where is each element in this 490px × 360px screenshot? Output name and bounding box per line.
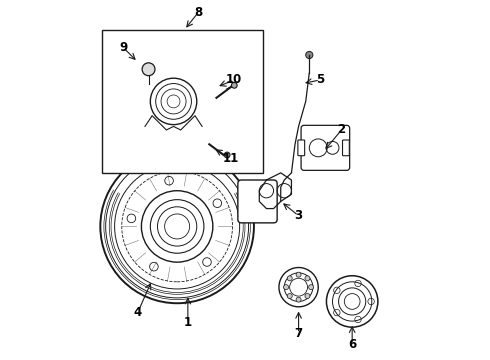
FancyBboxPatch shape bbox=[238, 180, 277, 223]
Circle shape bbox=[284, 285, 289, 290]
Circle shape bbox=[309, 285, 314, 290]
Circle shape bbox=[296, 297, 301, 302]
Text: 9: 9 bbox=[120, 41, 128, 54]
FancyBboxPatch shape bbox=[298, 140, 305, 156]
Text: 1: 1 bbox=[184, 316, 192, 329]
Text: 6: 6 bbox=[348, 338, 356, 351]
Text: 4: 4 bbox=[134, 306, 142, 319]
FancyBboxPatch shape bbox=[343, 140, 349, 156]
Circle shape bbox=[142, 63, 155, 76]
Text: 8: 8 bbox=[195, 6, 203, 19]
Text: 5: 5 bbox=[316, 73, 324, 86]
Circle shape bbox=[287, 276, 292, 281]
Circle shape bbox=[306, 51, 313, 59]
Circle shape bbox=[287, 293, 292, 298]
Circle shape bbox=[296, 272, 301, 277]
Circle shape bbox=[231, 82, 237, 88]
Circle shape bbox=[224, 152, 230, 158]
Bar bbox=[102, 30, 263, 173]
Circle shape bbox=[305, 293, 310, 298]
Text: 11: 11 bbox=[222, 152, 239, 165]
Text: 10: 10 bbox=[226, 73, 243, 86]
FancyBboxPatch shape bbox=[301, 125, 350, 170]
Text: 7: 7 bbox=[294, 327, 303, 340]
Text: 3: 3 bbox=[294, 209, 303, 222]
Text: 2: 2 bbox=[338, 123, 345, 136]
Circle shape bbox=[305, 276, 310, 281]
